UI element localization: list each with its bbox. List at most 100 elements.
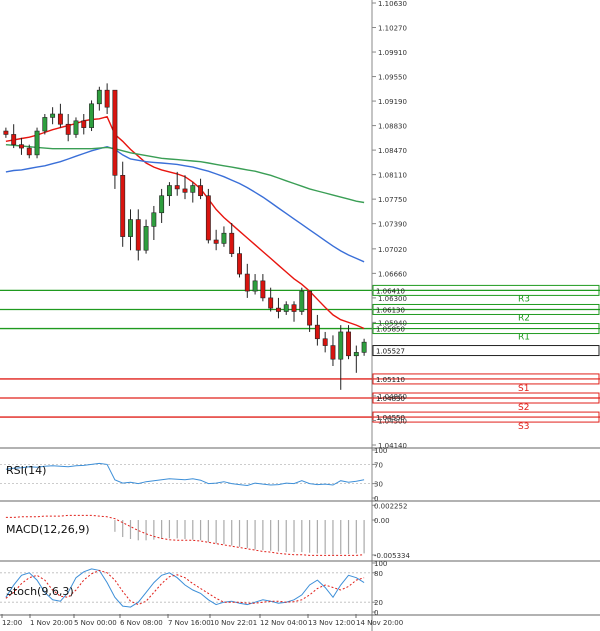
candle [65,114,71,142]
candle-body [174,185,180,190]
candle-body [34,130,40,156]
time-tick-label: 13 Nov 12:00 [308,619,355,627]
price-tick-label: 1.09190 [378,98,407,106]
price-tick-label: 1.10630 [378,0,407,8]
candle-body [159,195,165,214]
time-axis: 12:00 1 Nov 20:00 5 Nov 00:00 6 Nov 08:00 7 … [1,614,403,627]
indicator-name: Stoch(9,6,3) [6,585,74,598]
last-price-box [372,345,600,357]
candle-body [190,185,196,193]
moving-average-line [5,145,365,263]
candle-body [65,123,71,135]
candle [276,297,281,319]
candle-body [252,280,258,292]
level-price-tag: 1.05110 [372,373,600,385]
candle [182,175,188,200]
candle [198,178,204,200]
time-tick-label: 7 Nov 16:00 [168,619,211,627]
candle-body [89,103,94,128]
indicator-tick-label: 30 [374,481,383,489]
candle-body [42,117,48,132]
candle-body [112,89,118,176]
price-tick-label: 1.07020 [378,246,407,254]
time-tick-label: 14 Nov 20:00 [356,619,403,627]
indicator-name: MACD(12,26,9) [6,523,90,536]
candle [112,89,118,189]
price-tick-label: 1.07390 [378,221,407,229]
candle-body [166,185,172,197]
candle [338,325,344,390]
candle-body [26,147,32,156]
candle [42,114,48,135]
candle-body [283,304,289,312]
candle [307,290,313,332]
candle [283,301,289,315]
candle [50,107,56,125]
candle-body [104,89,110,108]
level-label: S2 [518,403,529,413]
level-price-tag: 1.04550 [372,411,600,423]
candle [89,100,94,132]
candle [213,229,219,251]
candle-body [96,89,102,105]
candle [57,103,63,128]
candle-body [3,130,9,135]
candle-body [338,331,344,360]
time-tick-label: 6 Nov 08:00 [120,619,163,627]
indicator-tick-label: 0 [374,495,378,503]
stoch-d-line [5,569,365,606]
candle-body [229,232,235,254]
candle-body [353,352,359,357]
rsi-line [5,462,365,487]
candle-body [299,290,305,312]
candle-body [322,338,328,346]
indicator-panel: 100 80 20 0 Stoch(9,6,3) [0,560,600,617]
time-tick-label: 12 Nov 04:00 [260,619,307,627]
candle [330,335,336,366]
macd-signal-line [5,514,365,556]
price-tick-label: 1.04860 [378,393,407,401]
level-tag-value: 1.05850 [376,326,405,334]
candle [3,127,9,138]
candle [128,209,133,251]
candle-body [19,144,24,149]
level-label: S1 [518,384,529,394]
last-price-tag: 1.05527 [372,345,600,357]
candle [26,144,32,159]
indicator-panel: 100 70 30 0 RSI(14) [0,447,600,503]
candle-body [57,113,63,125]
candle [159,188,165,223]
candle [346,325,351,360]
indicator-name: RSI(14) [6,464,46,477]
indicator-tick-label: 100 [374,447,387,455]
candle [237,246,242,278]
level-label: R2 [518,313,530,323]
candle [299,287,305,315]
candle [244,263,250,298]
level-tag-value: 1.04830 [376,395,405,403]
indicator-tick-label: 0 [374,609,378,617]
candle-body [361,341,367,353]
candle-body [213,239,219,244]
candle-body [81,120,87,128]
candle [291,301,297,322]
candle [135,209,141,261]
candle [260,274,266,302]
candle [81,114,87,135]
candle [166,182,172,206]
level-price-tag: 1.06130 [372,303,600,315]
candle-body [128,219,133,237]
price-tick-label: 1.09910 [378,49,407,57]
candle-body [221,232,227,244]
candle [205,188,211,244]
price-tick-label: 1.10270 [378,25,407,33]
level-tag-value: 1.06410 [376,287,405,295]
price-tick-label: 1.06300 [378,295,407,303]
indicator-panel: 0.002252 0.00 -0.005334 MACD(12,26,9) [0,502,600,562]
time-tick-label: 10 Nov 22:01 [210,619,257,627]
indicator-tick-label: 0.00 [374,517,390,525]
price-tick-label: 1.05940 [378,319,407,327]
